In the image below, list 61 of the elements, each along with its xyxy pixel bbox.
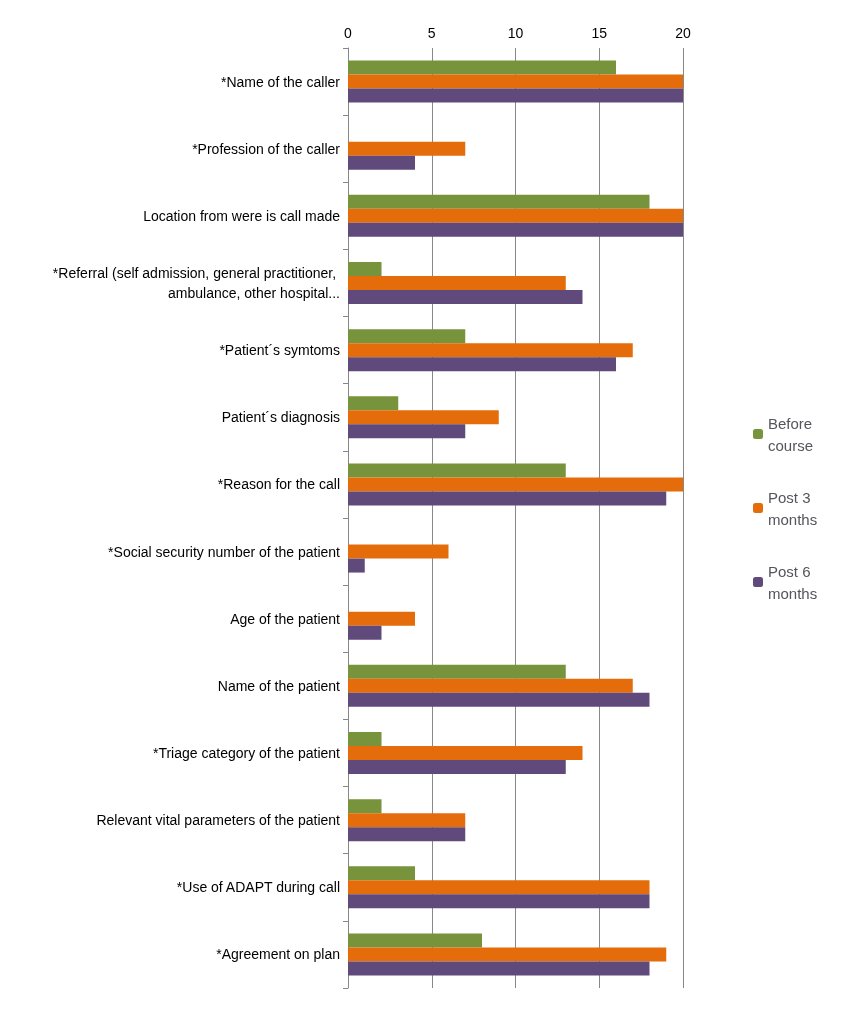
bar <box>348 880 650 895</box>
bar <box>348 625 382 640</box>
bar <box>348 746 583 760</box>
bar <box>348 74 683 89</box>
bar <box>348 813 466 828</box>
bar <box>348 558 365 573</box>
y-tick-label: Age of the patient <box>230 610 341 627</box>
y-tick-label: *Use of ADAPT during call <box>176 879 340 896</box>
bar <box>348 894 650 909</box>
y-tick-label: *Social security number of the patient <box>108 543 341 560</box>
legend-label: Post 6 months <box>768 562 818 602</box>
bar <box>348 276 566 290</box>
y-tick-label: *Referral (self admission, general practitioner, ambulance, other hospital... <box>52 265 340 301</box>
y-tick-label: *Profession of the caller <box>192 140 341 157</box>
bar <box>348 760 566 774</box>
bar <box>348 329 466 344</box>
x-tick-label: 20 <box>675 25 691 41</box>
bar <box>348 343 633 358</box>
y-tick-label: *Name of the caller <box>220 73 341 90</box>
bar <box>348 463 566 478</box>
legend-label: Post 3 months <box>768 488 818 528</box>
bar <box>348 732 382 746</box>
bar <box>348 60 616 75</box>
bar <box>348 357 616 372</box>
bar <box>348 678 633 693</box>
bar <box>348 262 382 276</box>
bar <box>348 194 650 209</box>
x-tick-label: 5 <box>427 25 436 41</box>
bar <box>348 222 683 237</box>
y-tick-label: Patient´s diagnosis <box>221 409 340 426</box>
y-tick-label: *Reason for the call <box>217 476 340 493</box>
bar <box>348 544 449 559</box>
x-tick-label: 10 <box>507 25 524 41</box>
x-tick-label: 15 <box>591 25 608 41</box>
y-tick-label: Location from were is call made <box>143 207 341 224</box>
bar <box>348 664 566 679</box>
bar <box>348 410 499 425</box>
y-tick-label: Name of the patient <box>217 677 341 694</box>
bar <box>348 396 399 411</box>
bar <box>348 866 415 881</box>
bar <box>348 692 650 707</box>
bar <box>348 208 683 223</box>
bar <box>348 155 415 170</box>
bar <box>348 491 667 506</box>
legend-label: Before course <box>768 414 817 454</box>
bar <box>348 141 466 156</box>
bar <box>348 933 482 948</box>
bar <box>348 424 466 439</box>
bar <box>348 477 683 492</box>
x-tick-label: 0 <box>344 25 353 41</box>
bar <box>348 799 382 814</box>
y-tick-label: *Agreement on plan <box>216 946 340 963</box>
bar <box>348 290 583 304</box>
bar <box>348 88 683 103</box>
y-tick-label: *Patient´s symtoms <box>219 342 340 359</box>
bar <box>348 827 466 842</box>
y-tick-label: *Triage category of the patient <box>152 745 341 761</box>
bar <box>348 947 667 962</box>
y-tick-label: Relevant vital parameters of the patient <box>96 812 341 829</box>
bar <box>348 611 415 626</box>
bar <box>348 961 650 976</box>
